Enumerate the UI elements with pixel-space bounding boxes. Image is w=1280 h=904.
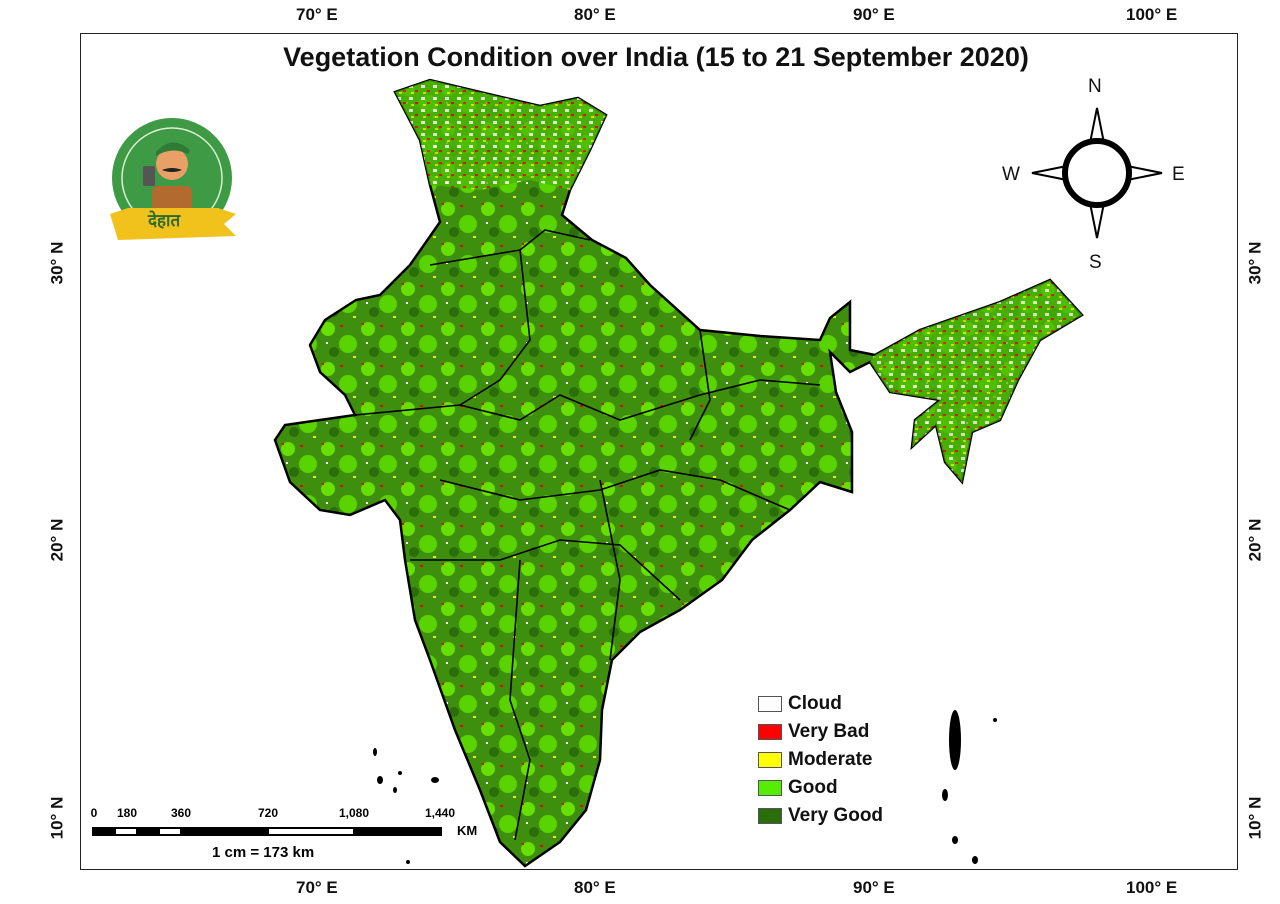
dehaat-logo: देहात <box>108 116 240 246</box>
legend: Cloud Very Bad Moderate Good Very Good <box>758 690 883 830</box>
lon-tick-bottom: 80° E <box>574 878 616 897</box>
lon-tick-top: 70° E <box>296 5 338 24</box>
scale-label: 180 <box>116 806 138 820</box>
legend-swatch <box>758 808 782 824</box>
compass-north: N <box>1088 76 1102 97</box>
legend-swatch <box>758 724 782 740</box>
scale-label: 0 <box>90 806 98 820</box>
northeast-region <box>870 280 1082 482</box>
lon-tick-bottom: 100° E <box>1126 878 1178 897</box>
compass-east: E <box>1172 164 1185 185</box>
legend-label: Cloud <box>788 693 842 714</box>
scale-label: 720 <box>257 806 279 820</box>
legend-label: Very Good <box>788 805 884 826</box>
compass-rose-icon <box>1031 107 1163 239</box>
legend-item-very-good: Very Good <box>758 802 883 830</box>
legend-swatch <box>758 780 782 796</box>
map-title: Vegetation Condition over India (15 to 2… <box>283 42 1029 72</box>
legend-item-good: Good <box>758 774 883 802</box>
logo-text: देहात <box>148 211 181 231</box>
scale-ratio: 1 cm = 173 km <box>212 844 315 861</box>
scale-bar-graphic <box>92 827 442 836</box>
legend-label: Moderate <box>788 749 873 770</box>
legend-item-very-bad: Very Bad <box>758 718 883 746</box>
lon-tick-bottom: 70° E <box>296 878 338 897</box>
compass-west: W <box>1002 164 1020 185</box>
state-boundaries <box>354 229 821 841</box>
legend-item-moderate: Moderate <box>758 746 883 774</box>
lon-tick-bottom: 90° E <box>853 878 895 897</box>
legend-swatch <box>758 752 782 768</box>
map-frame <box>80 33 1238 870</box>
legend-swatch <box>758 696 782 712</box>
lon-tick-top: 90° E <box>853 5 895 24</box>
scale-unit: KM <box>457 823 478 838</box>
legend-label: Good <box>788 777 838 798</box>
lon-tick-top: 100° E <box>1126 5 1178 24</box>
legend-item-cloud: Cloud <box>758 690 883 718</box>
lon-tick-top: 80° E <box>574 5 616 24</box>
scale-label: 1,440 <box>424 806 456 820</box>
scale-label: 360 <box>170 806 192 820</box>
legend-label: Very Bad <box>788 721 870 742</box>
islands <box>373 710 997 864</box>
himalayan-region <box>395 80 606 190</box>
compass-south: S <box>1089 252 1102 273</box>
scale-label: 1,080 <box>338 806 370 820</box>
